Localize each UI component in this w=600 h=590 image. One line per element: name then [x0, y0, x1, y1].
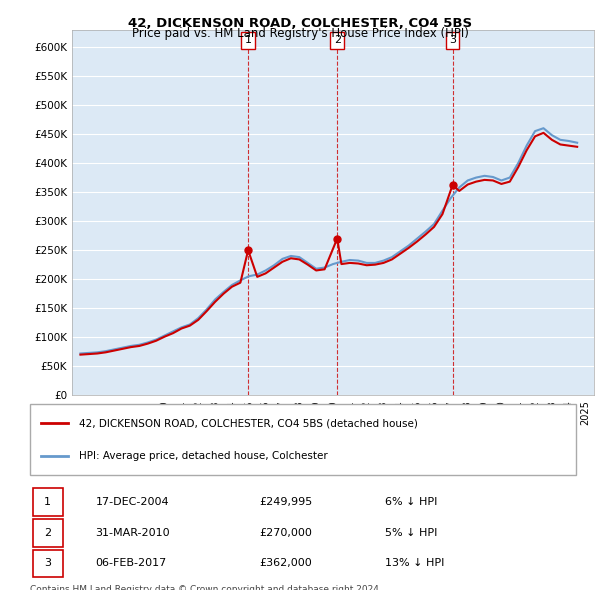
Text: 42, DICKENSON ROAD, COLCHESTER, CO4 5BS (detached house): 42, DICKENSON ROAD, COLCHESTER, CO4 5BS …: [79, 418, 418, 428]
FancyBboxPatch shape: [33, 519, 63, 546]
Text: 6% ↓ HPI: 6% ↓ HPI: [385, 497, 437, 507]
Text: 31-MAR-2010: 31-MAR-2010: [95, 528, 170, 537]
FancyBboxPatch shape: [33, 489, 63, 516]
Text: Price paid vs. HM Land Registry's House Price Index (HPI): Price paid vs. HM Land Registry's House …: [131, 27, 469, 40]
Text: £270,000: £270,000: [259, 528, 312, 537]
Text: 3: 3: [44, 559, 51, 568]
Text: 1: 1: [44, 497, 51, 507]
Text: 17-DEC-2004: 17-DEC-2004: [95, 497, 169, 507]
Text: 5% ↓ HPI: 5% ↓ HPI: [385, 528, 437, 537]
FancyBboxPatch shape: [33, 550, 63, 577]
Text: 42, DICKENSON ROAD, COLCHESTER, CO4 5BS: 42, DICKENSON ROAD, COLCHESTER, CO4 5BS: [128, 17, 472, 30]
Text: Contains HM Land Registry data © Crown copyright and database right 2024.
This d: Contains HM Land Registry data © Crown c…: [30, 585, 382, 590]
Text: £249,995: £249,995: [259, 497, 313, 507]
Text: 1: 1: [245, 35, 251, 45]
Text: 13% ↓ HPI: 13% ↓ HPI: [385, 559, 444, 568]
Text: 3: 3: [449, 35, 456, 45]
Text: 2: 2: [334, 35, 341, 45]
FancyBboxPatch shape: [30, 404, 576, 475]
Text: £362,000: £362,000: [259, 559, 312, 568]
Text: 2: 2: [44, 528, 51, 537]
Text: 06-FEB-2017: 06-FEB-2017: [95, 559, 167, 568]
Text: HPI: Average price, detached house, Colchester: HPI: Average price, detached house, Colc…: [79, 451, 328, 461]
